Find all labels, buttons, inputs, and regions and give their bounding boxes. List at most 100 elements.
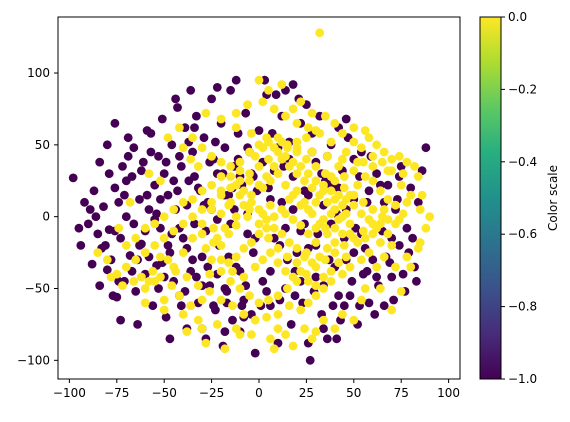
scatter-point [379, 205, 389, 214]
scatter-point [220, 143, 230, 153]
scatter-point [137, 166, 146, 176]
scatter-point [292, 258, 302, 267]
scatter-point [383, 195, 393, 204]
scatter-point [197, 295, 207, 305]
scatter-point [125, 197, 135, 207]
scatter-point [387, 241, 397, 250]
scatter-point [110, 118, 120, 128]
scatter-point [231, 123, 241, 132]
scatter-point [288, 341, 298, 351]
scatter-point [368, 176, 378, 186]
scatter-point [311, 327, 321, 336]
scatter-point [235, 284, 245, 293]
scatter-point [288, 190, 298, 200]
scatter-point [292, 147, 302, 157]
scatter-point [216, 295, 226, 305]
scatter-point [326, 137, 336, 147]
scatter-point [140, 298, 150, 308]
scatter-point [290, 291, 300, 301]
scatter-point [131, 255, 141, 265]
scatter-point [133, 320, 143, 329]
scatter-point [226, 162, 236, 171]
scatter-point [163, 190, 173, 200]
scatter-point [376, 219, 385, 229]
scatter-point [114, 223, 124, 233]
scatter-point [175, 291, 184, 301]
scatter-point [296, 162, 306, 171]
scatter-point [394, 241, 404, 250]
scatter-point [123, 151, 133, 161]
scatter-point [281, 151, 290, 161]
scatter-point [169, 205, 179, 214]
scatter-point [345, 219, 355, 229]
scatter-point [288, 205, 298, 214]
scatter-point [339, 172, 349, 181]
scatter-point [207, 94, 217, 104]
scatter-point [239, 310, 249, 319]
scatter-point [288, 157, 298, 167]
scatter-point [142, 126, 152, 135]
scatter-point [99, 202, 108, 212]
scatter-point [339, 301, 349, 311]
scatter-point [425, 212, 435, 222]
scatter-point [372, 272, 381, 282]
scatter-point [190, 219, 199, 229]
x-tick-label: 25 [299, 386, 314, 400]
scatter-point [338, 154, 347, 164]
scatter-point [95, 281, 105, 290]
scatter-point [197, 186, 207, 196]
scatter-point [87, 259, 97, 269]
scatter-point [326, 276, 336, 286]
scatter-point [281, 266, 290, 276]
scatter-point [311, 281, 321, 290]
scatter-point [398, 169, 408, 179]
scatter-point [311, 238, 321, 247]
scatter-point [292, 243, 302, 253]
scatter-point [305, 355, 315, 365]
scatter-point [332, 334, 342, 344]
scatter-point [347, 276, 357, 286]
scatter-point [186, 301, 196, 311]
scatter-point [140, 223, 150, 233]
scatter-point [353, 180, 362, 190]
scatter-point [383, 180, 393, 190]
points-layer [68, 28, 435, 365]
scatter-point [360, 172, 370, 181]
scatter-point [277, 80, 287, 89]
scatter-point [116, 233, 125, 243]
scatter-point [250, 315, 260, 325]
scatter-point [175, 123, 184, 132]
scatter-point [258, 143, 268, 153]
scatter-point [338, 310, 347, 319]
scatter-point [216, 114, 226, 124]
scatter-point [357, 255, 366, 265]
scatter-point [80, 197, 89, 207]
scatter-point [228, 315, 237, 325]
scatter-point [245, 291, 254, 301]
scatter-point [311, 197, 321, 207]
colorbar-tick-label: −0.6 [508, 227, 537, 241]
scatter-point [415, 205, 425, 214]
scatter-point [288, 104, 298, 114]
scatter-point [349, 123, 359, 132]
scatter-point [376, 186, 385, 196]
scatter-point [362, 266, 372, 276]
scatter-point [140, 284, 150, 293]
colorbar-tick-label: 0.0 [508, 10, 527, 24]
scatter-point [330, 238, 340, 247]
scatter-point [165, 248, 175, 257]
scatter-point [357, 143, 366, 153]
scatter-point [258, 183, 268, 193]
scatter-point [171, 266, 181, 276]
scatter-point [368, 205, 378, 214]
scatter-point [159, 233, 169, 243]
x-tick-label: −25 [199, 386, 224, 400]
scatter-point [235, 190, 245, 200]
scatter-point [292, 169, 302, 179]
scatter-point [243, 100, 253, 109]
scatter-point [364, 133, 374, 143]
scatter-point [226, 276, 236, 286]
scatter-point [391, 262, 400, 272]
scatter-point [372, 169, 381, 179]
